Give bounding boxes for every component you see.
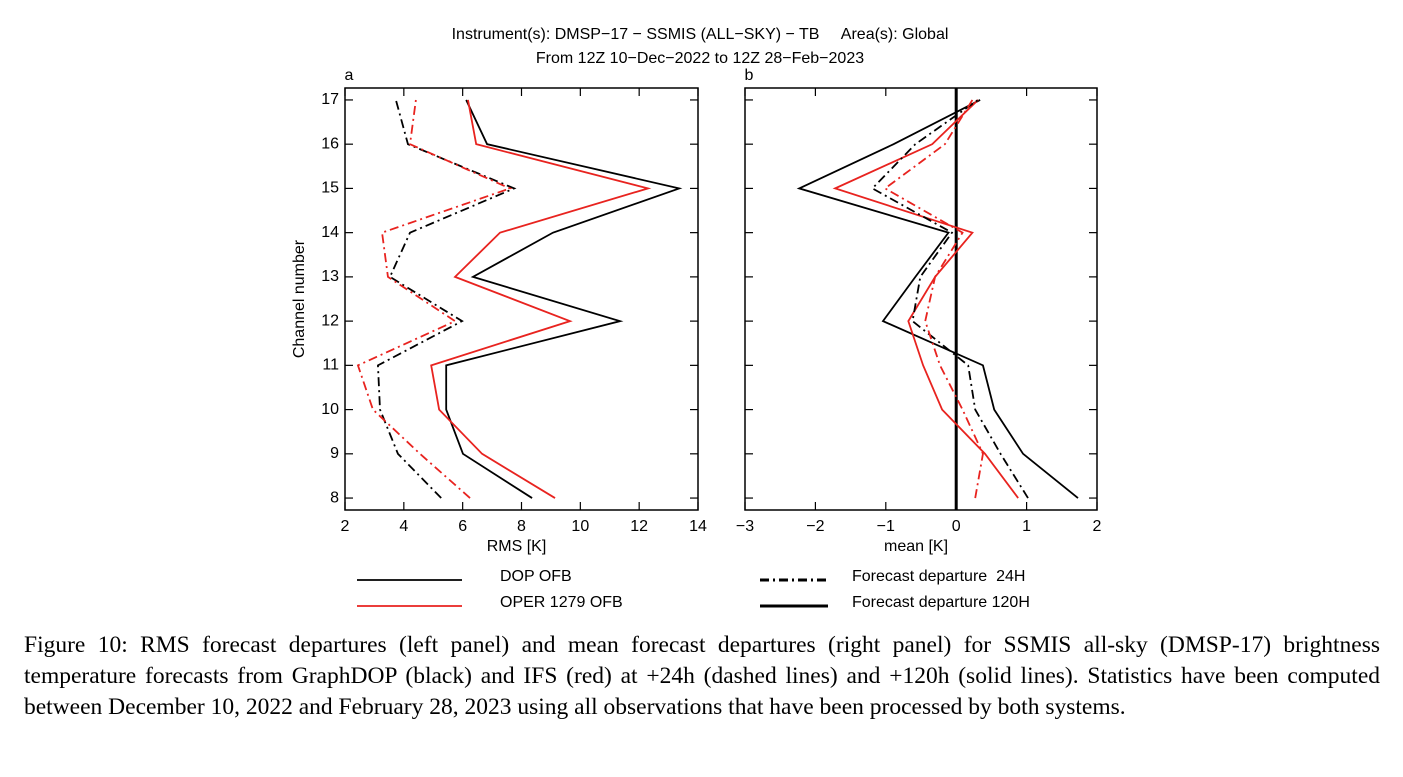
y-tick-label: 17 [321, 91, 339, 108]
x-tick-label: −3 [736, 518, 754, 535]
x-axis-label: RMS [K] [487, 538, 547, 555]
x-tick-label: 8 [517, 518, 526, 535]
series-line [796, 99, 1079, 499]
x-tick-label: 1 [1022, 518, 1031, 535]
x-tick-label: 6 [458, 518, 467, 535]
x-tick-label: 10 [571, 518, 589, 535]
legend-label: Forecast departure 24H [852, 568, 1025, 585]
y-tick-label: 14 [321, 224, 339, 241]
series-line [356, 99, 513, 499]
series-line [883, 99, 984, 499]
x-tick-label: 2 [341, 518, 350, 535]
figure-subtitle: From 12Z 10−Dec−2022 to 12Z 28−Feb−2023 [536, 50, 864, 67]
x-axis-label: mean [K] [884, 538, 948, 555]
y-axis-label: Channel number [291, 239, 308, 358]
legend-label: DOP OFB [500, 568, 572, 585]
y-tick-label: 8 [330, 489, 339, 506]
x-tick-label: 12 [630, 518, 648, 535]
y-tick-label: 13 [321, 268, 339, 285]
series-line [870, 99, 1029, 499]
x-tick-label: −1 [877, 518, 895, 535]
series-line [832, 99, 1019, 499]
series-line [377, 99, 517, 499]
x-tick-label: −2 [806, 518, 824, 535]
figure-title: Instrument(s): DMSP−17 − SSMIS (ALL−SKY)… [452, 26, 949, 43]
y-tick-label: 16 [321, 135, 339, 152]
plot-frame [744, 87, 1098, 511]
y-tick-label: 11 [322, 357, 339, 374]
x-tick-label: 0 [952, 518, 961, 535]
y-tick-label: 10 [321, 401, 339, 418]
panel-label: a [345, 67, 354, 84]
y-tick-label: 15 [321, 180, 339, 197]
y-tick-label: 12 [321, 312, 339, 329]
figure: Instrument(s): DMSP−17 − SSMIS (ALL−SKY)… [291, 26, 1102, 611]
caption: Figure 10: RMS forecast departures (left… [24, 632, 1380, 720]
panel-label: b [745, 67, 754, 84]
x-tick-label: 14 [689, 518, 707, 535]
legend-label: Forecast departure 120H [852, 594, 1030, 611]
y-tick-label: 9 [330, 445, 339, 462]
series-line [430, 99, 652, 499]
x-tick-label: 4 [399, 518, 408, 535]
series-line [445, 99, 683, 499]
x-tick-label: 2 [1093, 518, 1102, 535]
legend-label: OPER 1279 OFB [500, 594, 623, 611]
